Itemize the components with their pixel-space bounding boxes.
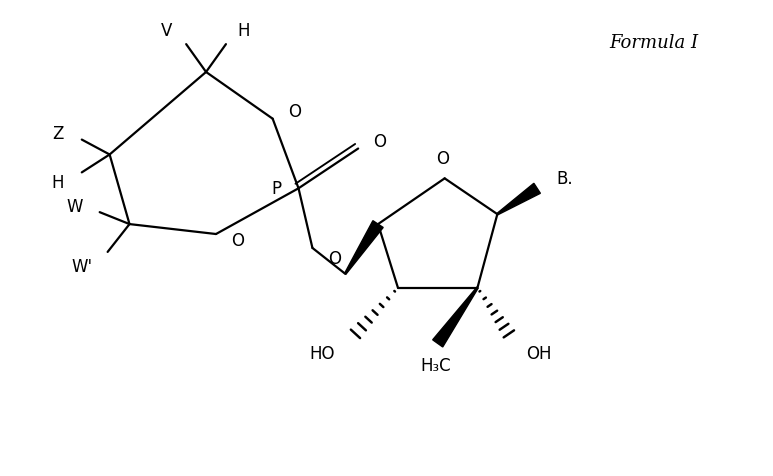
Text: W: W xyxy=(66,198,83,216)
Text: H₃C: H₃C xyxy=(421,357,451,375)
Text: O: O xyxy=(328,249,341,268)
Text: OH: OH xyxy=(526,345,552,363)
Text: HO: HO xyxy=(310,345,335,363)
Text: Z: Z xyxy=(53,124,63,142)
Polygon shape xyxy=(345,221,383,275)
Text: O: O xyxy=(288,102,301,120)
Text: B.: B. xyxy=(557,170,574,188)
Text: O: O xyxy=(231,231,244,249)
Text: O: O xyxy=(373,132,386,150)
Text: P: P xyxy=(271,180,281,198)
Text: H: H xyxy=(52,174,64,192)
Polygon shape xyxy=(433,288,478,347)
Text: V: V xyxy=(161,22,172,40)
Polygon shape xyxy=(497,184,540,215)
Text: O: O xyxy=(436,150,449,168)
Text: W': W' xyxy=(71,258,92,275)
Text: Formula I: Formula I xyxy=(609,34,698,52)
Text: H: H xyxy=(237,22,250,40)
